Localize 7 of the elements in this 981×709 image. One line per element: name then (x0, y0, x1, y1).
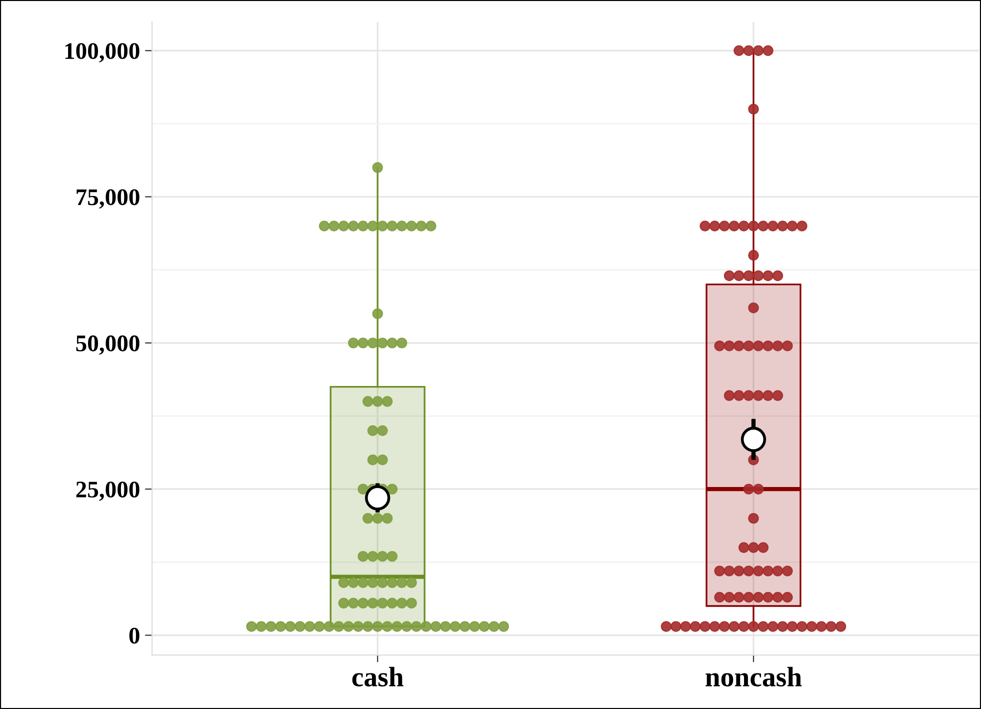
x-tick-label: noncash (706, 666, 802, 686)
y-tick-label: 75,000 (76, 189, 140, 209)
x-tick-label: cash (352, 666, 404, 686)
y-tick-label: 100,000 (65, 43, 140, 62)
y-tick-label: 0 (129, 628, 140, 644)
y-tick-label: 25,000 (76, 482, 140, 501)
y-tick-label: 50,000 (76, 335, 140, 355)
